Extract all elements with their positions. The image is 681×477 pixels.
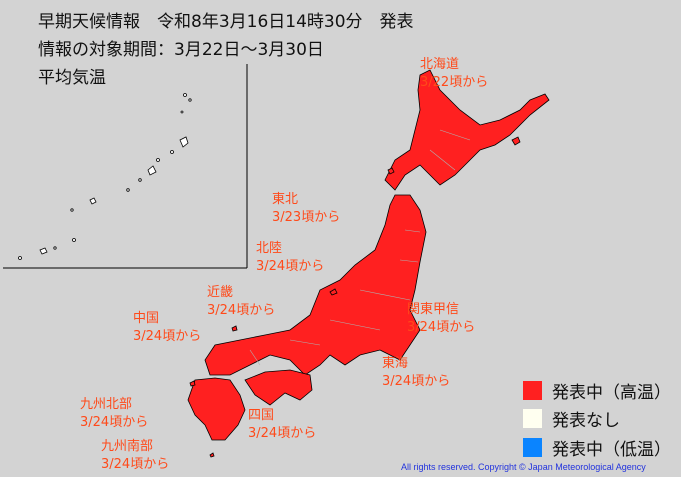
- region-tokai: 東海 3/24頃から: [382, 356, 451, 389]
- legend-label: 発表なし: [552, 411, 620, 431]
- region-kanto-koshin: 関東甲信 3/24頃から: [407, 302, 476, 335]
- prefecture-borders: [249, 129, 471, 366]
- legend-label: 発表中（低温）: [552, 440, 671, 460]
- legend-low: 発表中（低温）: [523, 435, 671, 460]
- region-tohoku: 東北 3/23頃から: [272, 192, 341, 225]
- honshu: [204, 194, 427, 376]
- warning-area-high-temp: [187, 69, 550, 458]
- shikoku: [244, 369, 313, 406]
- legend-label: 発表中（高温）: [552, 383, 671, 403]
- hokkaido: [384, 69, 550, 191]
- region-chugoku: 中国 3/24頃から: [133, 311, 202, 344]
- copyright: All rights reserved. Copyright © Japan M…: [401, 462, 646, 472]
- title-line: 早期天候情報 令和8年3月16日14時30分 発表: [38, 12, 414, 32]
- element-line: 平均気温: [38, 68, 106, 88]
- okinawa-islands: [18, 93, 192, 260]
- region-hokkaido: 北海道 3/22頃から: [420, 57, 489, 90]
- legend-high: 発表中（高温）: [523, 378, 671, 403]
- region-kinki: 近畿 3/24頃から: [207, 285, 276, 318]
- region-shikoku: 四国 3/24頃から: [248, 408, 317, 441]
- legend-none: 発表なし: [523, 406, 620, 431]
- region-hokuriku: 北陸 3/24頃から: [256, 241, 325, 274]
- region-kyushu-south: 九州南部 3/24頃から: [101, 439, 170, 472]
- legend-swatch-white: [523, 409, 542, 428]
- kyushu: [187, 377, 246, 441]
- region-kyushu-north: 九州北部 3/24頃から: [80, 397, 149, 430]
- legend-swatch-blue: [523, 438, 542, 457]
- inset-frame: [3, 64, 248, 269]
- legend-swatch-red: [523, 381, 542, 400]
- period-line: 情報の対象期間：3月22日～3月30日: [38, 40, 324, 60]
